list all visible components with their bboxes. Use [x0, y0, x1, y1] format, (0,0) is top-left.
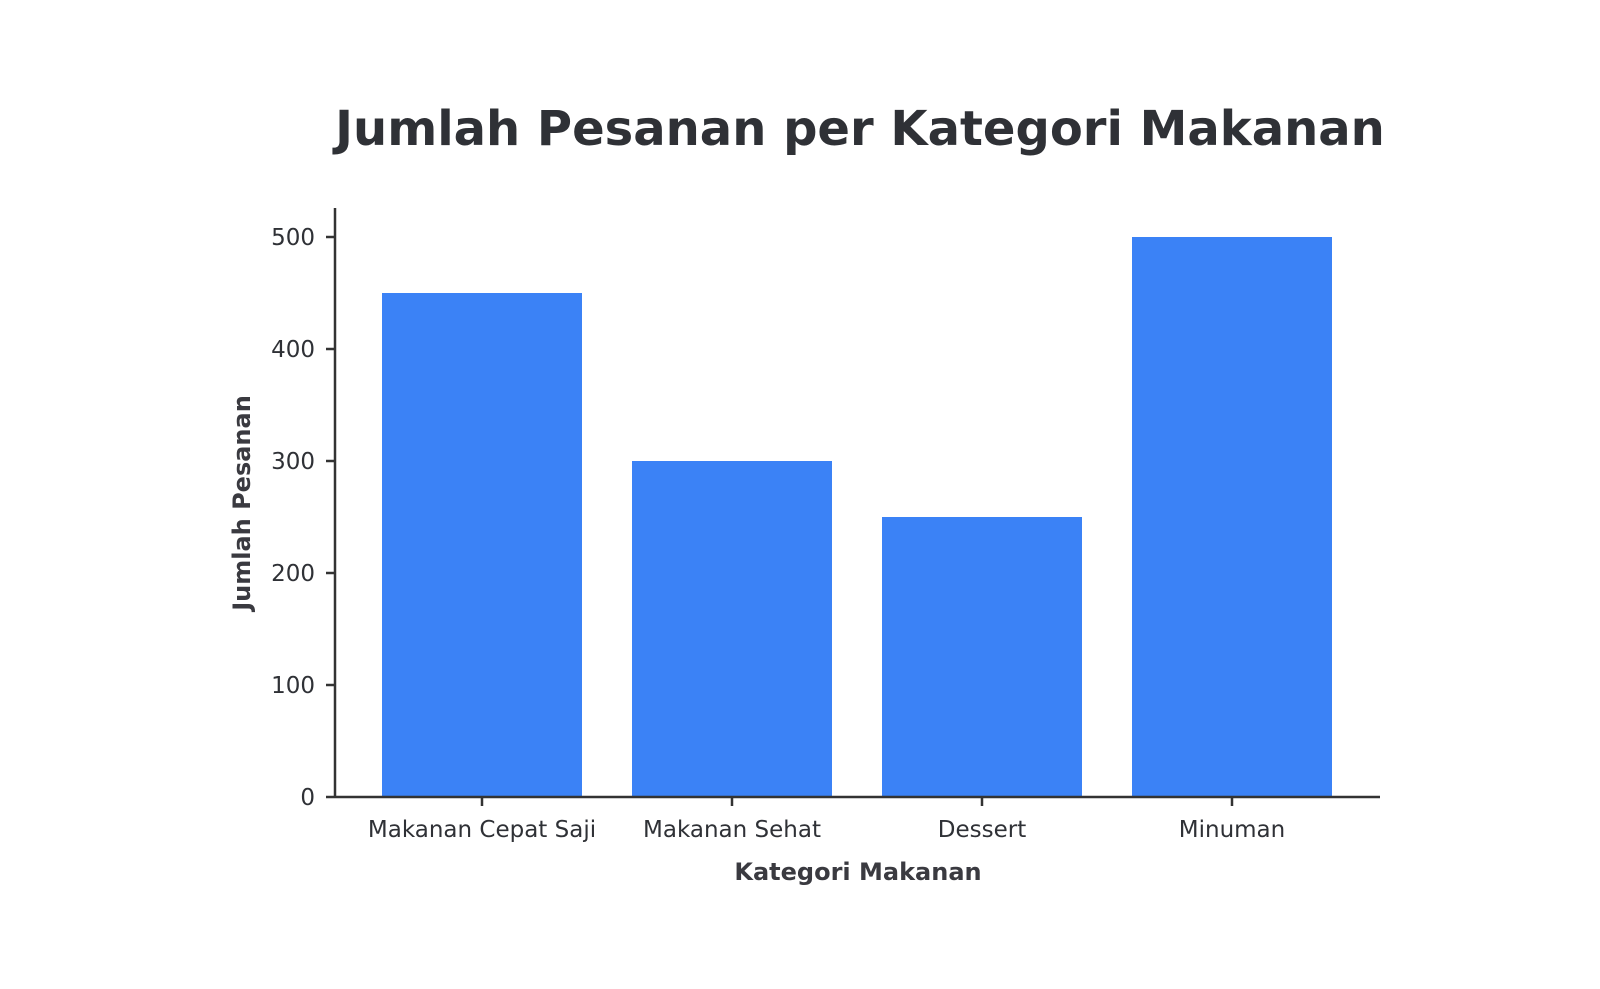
bar-makanan-cepat-saji — [382, 293, 582, 797]
bars-layer — [382, 237, 1332, 797]
y-tick-label: 400 — [271, 337, 315, 363]
y-tick-label: 200 — [271, 561, 315, 587]
y-axis-ticks: 0 100 200 300 400 500 — [271, 225, 335, 811]
x-axis-ticks: Makanan Cepat Saji Makanan Sehat Dessert Mi… — [368, 797, 1285, 843]
bar-minuman — [1132, 237, 1332, 797]
bar-dessert — [882, 517, 1082, 797]
y-tick-label: 0 — [300, 785, 315, 811]
bar-makanan-sehat — [632, 461, 832, 797]
chart-title: Jumlah Pesanan per Kategori Makanan — [332, 101, 1385, 157]
y-tick-label: 100 — [271, 673, 315, 699]
x-axis-title: Kategori Makanan — [734, 858, 981, 886]
y-tick-label: 500 — [271, 225, 315, 251]
y-axis-title: Jumlah Pesanan — [228, 395, 256, 613]
x-tick-label: Makanan Cepat Saji — [368, 817, 596, 843]
x-tick-label: Dessert — [938, 817, 1026, 843]
y-tick-label: 300 — [271, 449, 315, 475]
x-tick-label: Makanan Sehat — [643, 817, 821, 843]
x-tick-label: Minuman — [1179, 817, 1285, 843]
